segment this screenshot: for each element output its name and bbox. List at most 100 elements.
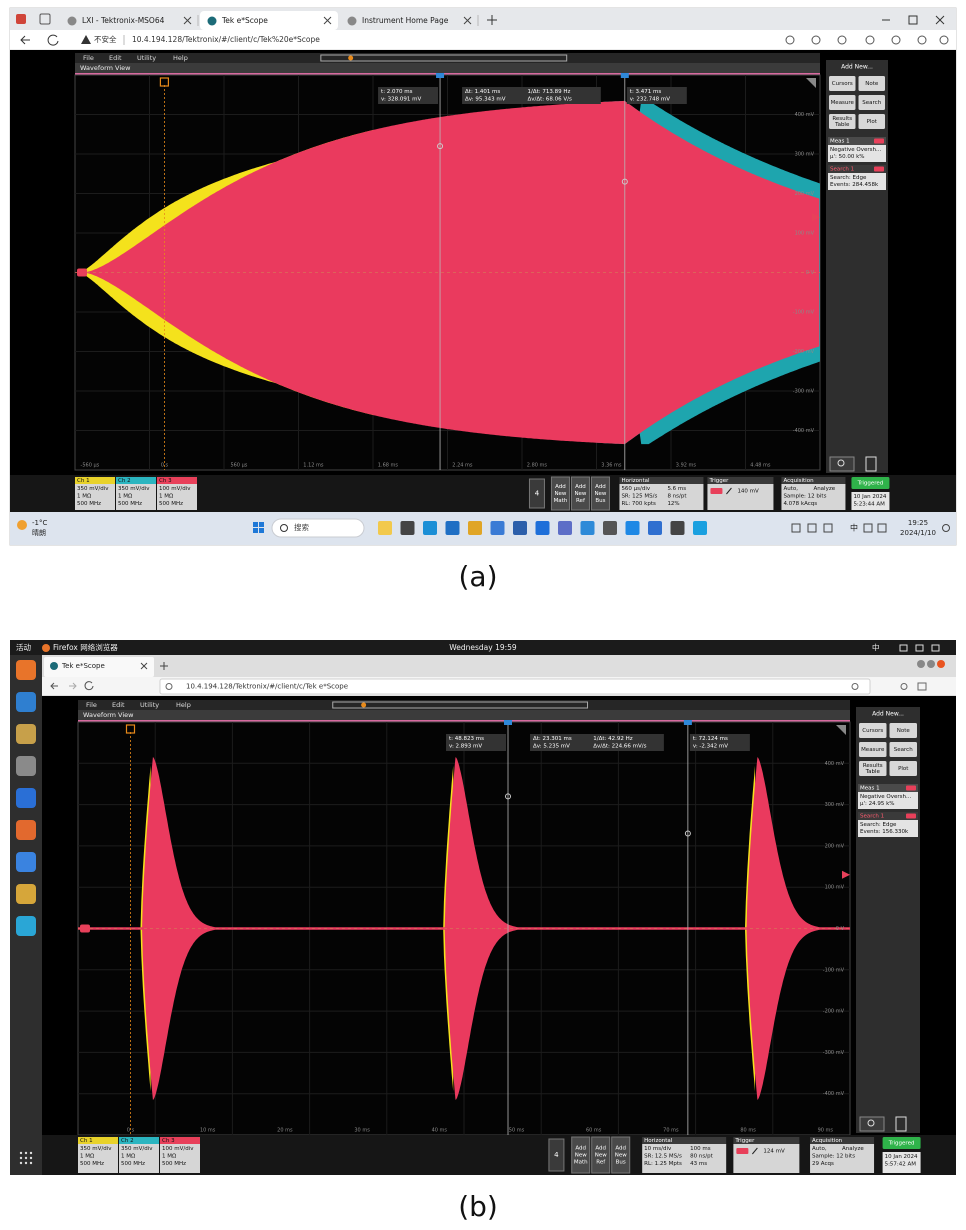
window-control[interactable] (937, 660, 945, 668)
start-button[interactable] (259, 522, 264, 527)
menu-item[interactable]: File (86, 701, 97, 709)
side-button[interactable] (858, 95, 886, 110)
add-new-button[interactable] (570, 476, 590, 511)
channel-badge-header[interactable] (157, 477, 197, 484)
dock-icon[interactable] (16, 724, 36, 744)
acquisition-body[interactable] (810, 1144, 875, 1173)
side-button[interactable] (829, 76, 856, 91)
dock-icon[interactable] (16, 660, 36, 680)
channel-badge-header[interactable] (75, 477, 115, 484)
back-button[interactable] (50, 682, 58, 690)
url-field[interactable] (159, 678, 871, 695)
taskbar-app-icon[interactable] (693, 521, 707, 535)
math-count-button[interactable] (528, 478, 545, 509)
side-button[interactable] (859, 761, 887, 776)
menu-item[interactable]: Help (176, 701, 191, 709)
cursor-handle[interactable] (504, 720, 513, 725)
toolbar-icon[interactable] (891, 35, 901, 45)
menu-item[interactable]: Help (173, 54, 188, 62)
forward-button[interactable] (69, 682, 77, 690)
toolbar-icon[interactable] (917, 35, 927, 45)
dock-icon[interactable] (16, 788, 36, 808)
taskbar-app-icon[interactable] (400, 521, 415, 535)
side-button[interactable] (858, 76, 886, 91)
side-button[interactable] (829, 95, 856, 110)
taskbar-app-icon[interactable] (468, 521, 482, 535)
taskbar-app-icon[interactable] (648, 521, 662, 535)
close-button[interactable] (935, 15, 945, 25)
add-new-button[interactable] (550, 476, 570, 511)
tab-close[interactable] (323, 16, 332, 25)
window-control[interactable] (927, 660, 935, 668)
browser-tab[interactable]: LXI - Tektronix-MSO64 (82, 16, 165, 25)
taskbar-app-icon[interactable] (513, 521, 527, 535)
add-new-button[interactable] (591, 1136, 611, 1174)
toolbar-icon[interactable] (837, 35, 847, 45)
maximize-button[interactable] (908, 15, 918, 25)
zoom-button[interactable] (829, 456, 855, 472)
menu-item[interactable]: Utility (137, 54, 156, 62)
cursor-handle[interactable] (620, 73, 629, 78)
toolbar-icon[interactable] (865, 35, 875, 45)
add-new-button[interactable] (590, 476, 610, 511)
tab-close[interactable] (140, 662, 148, 670)
delete-button[interactable] (895, 1116, 907, 1132)
start-button[interactable] (253, 528, 258, 533)
dock-icon[interactable] (16, 692, 36, 712)
activities-button[interactable]: 活动 (16, 642, 31, 652)
dock-icon[interactable] (16, 820, 36, 840)
channel-badge-header[interactable] (119, 1137, 159, 1144)
cursor-handle[interactable] (436, 73, 445, 78)
taskbar-app-icon[interactable] (558, 521, 572, 535)
horizontal-body[interactable] (619, 484, 704, 510)
back-button[interactable] (20, 35, 30, 45)
math-count-button[interactable] (548, 1138, 565, 1172)
window-control[interactable] (917, 660, 925, 668)
menu-item[interactable]: Utility (140, 701, 159, 709)
browser-tab[interactable]: Tek e*Scope (221, 16, 268, 25)
app-menu[interactable]: Firefox 网络浏览器 (53, 642, 118, 652)
measurement-header[interactable] (828, 137, 886, 145)
menu-item[interactable]: Edit (109, 54, 122, 62)
taskbar-app-icon[interactable] (625, 521, 640, 535)
start-button[interactable] (253, 522, 258, 527)
taskbar-app-icon[interactable] (580, 521, 595, 535)
taskbar-app-icon[interactable] (378, 521, 392, 535)
menu-item[interactable]: Edit (112, 701, 125, 709)
reload-button[interactable] (84, 681, 94, 691)
search-header[interactable] (858, 812, 918, 820)
taskbar-app-icon[interactable] (603, 521, 617, 535)
taskbar-app-icon[interactable] (535, 521, 550, 535)
tab-close[interactable] (183, 16, 192, 25)
reload-button[interactable] (47, 34, 59, 46)
dock-icon[interactable] (16, 884, 36, 904)
browser-tab[interactable]: Tek e*Scope (61, 662, 105, 670)
zoom-button[interactable] (859, 1116, 885, 1132)
channel-badge-header[interactable] (116, 477, 156, 484)
browser-tab[interactable]: Instrument Home Page (362, 16, 449, 25)
add-new-button[interactable] (611, 1136, 631, 1174)
taskbar-app-icon[interactable] (670, 521, 685, 535)
tab-close[interactable] (463, 16, 472, 25)
taskbar-app-icon[interactable] (490, 521, 505, 535)
taskbar-search[interactable] (271, 518, 365, 538)
side-button[interactable] (889, 761, 918, 776)
menu-item[interactable]: File (83, 54, 94, 62)
side-button[interactable] (858, 114, 886, 129)
side-button[interactable] (829, 114, 856, 129)
cursor-handle[interactable] (683, 720, 692, 725)
trigger-status[interactable] (851, 477, 890, 489)
dock-icon[interactable] (16, 916, 36, 936)
measurement-header[interactable] (858, 784, 918, 792)
dock-icon[interactable] (16, 756, 36, 776)
search-header[interactable] (828, 165, 886, 173)
delete-button[interactable] (865, 456, 877, 472)
toolbar-icon[interactable] (811, 35, 821, 45)
side-button[interactable] (859, 723, 887, 738)
acquisition-body[interactable] (781, 484, 846, 510)
dock-icon[interactable] (16, 852, 36, 872)
toolbar-icon[interactable] (939, 35, 949, 45)
side-button[interactable] (889, 723, 918, 738)
trigger-status[interactable] (882, 1137, 921, 1149)
start-button[interactable] (259, 528, 264, 533)
